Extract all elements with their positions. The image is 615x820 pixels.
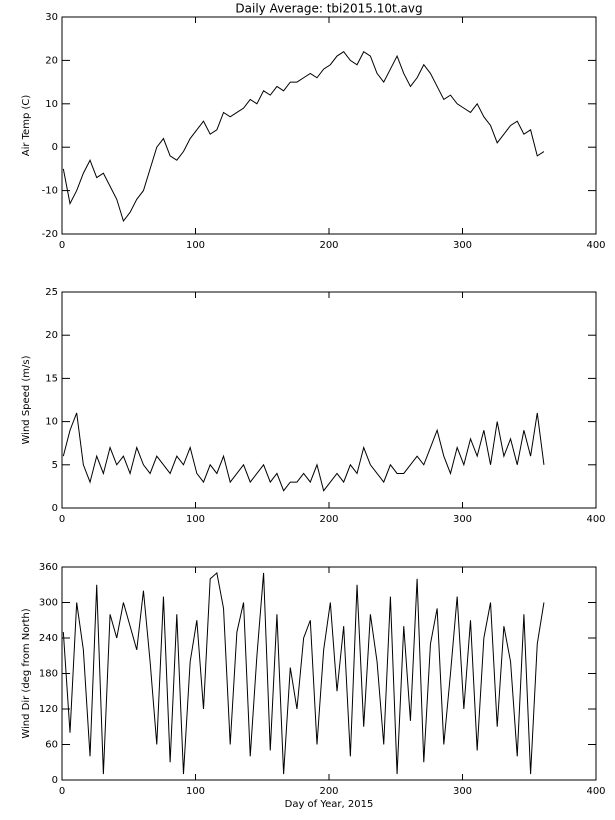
y-tick-label: 20	[45, 330, 58, 341]
y-tick-label: 5	[52, 460, 58, 471]
y-tick-label: 240	[39, 633, 58, 644]
chart-title: Daily Average: tbi2015.10t.avg	[235, 2, 422, 16]
x-tick-label: 200	[319, 240, 338, 251]
x-tick-label: 0	[59, 786, 65, 797]
x-axis-label: Day of Year, 2015	[285, 799, 374, 810]
x-tick-label: 400	[586, 514, 605, 525]
y-tick-label: 30	[45, 12, 58, 23]
x-tick-label: 200	[319, 514, 338, 525]
y-tick-label: 10	[45, 99, 58, 110]
y-tick-label: -10	[42, 186, 58, 197]
y-tick-label: 120	[39, 704, 58, 715]
plot-frame	[61, 16, 597, 235]
y-tick-label: 10	[45, 417, 58, 428]
x-tick-label: 400	[586, 786, 605, 797]
x-tick-label: 100	[186, 514, 205, 525]
y-tick-label: 0	[52, 775, 58, 786]
y-axis-label: Air Temp (C)	[21, 95, 32, 157]
x-tick-label: 400	[586, 240, 605, 251]
y-axis-label: Wind Speed (m/s)	[21, 355, 32, 444]
x-tick-label: 200	[319, 786, 338, 797]
data-line	[62, 571, 545, 775]
y-tick-label: 180	[39, 669, 58, 680]
x-tick-label: 0	[59, 514, 65, 525]
y-tick-label: 0	[52, 142, 58, 153]
y-tick-label: 20	[45, 55, 58, 66]
y-tick-label: 25	[45, 287, 58, 298]
x-tick-label: 300	[453, 786, 472, 797]
y-axis-label: Wind Dir (deg from North)	[21, 608, 32, 738]
x-tick-label: 300	[453, 240, 472, 251]
x-tick-label: 0	[59, 240, 65, 251]
x-tick-label: 100	[186, 240, 205, 251]
y-tick-label: 300	[39, 598, 58, 609]
plot-frame	[61, 291, 597, 509]
x-tick-label: 300	[453, 514, 472, 525]
x-tick-label: 100	[186, 786, 205, 797]
y-tick-label: 60	[45, 740, 58, 751]
y-tick-label: 15	[45, 373, 58, 384]
data-line	[62, 412, 545, 492]
data-line	[62, 50, 545, 223]
y-tick-label: 0	[52, 503, 58, 514]
y-tick-label: 360	[39, 562, 58, 573]
y-tick-label: -20	[42, 229, 58, 240]
